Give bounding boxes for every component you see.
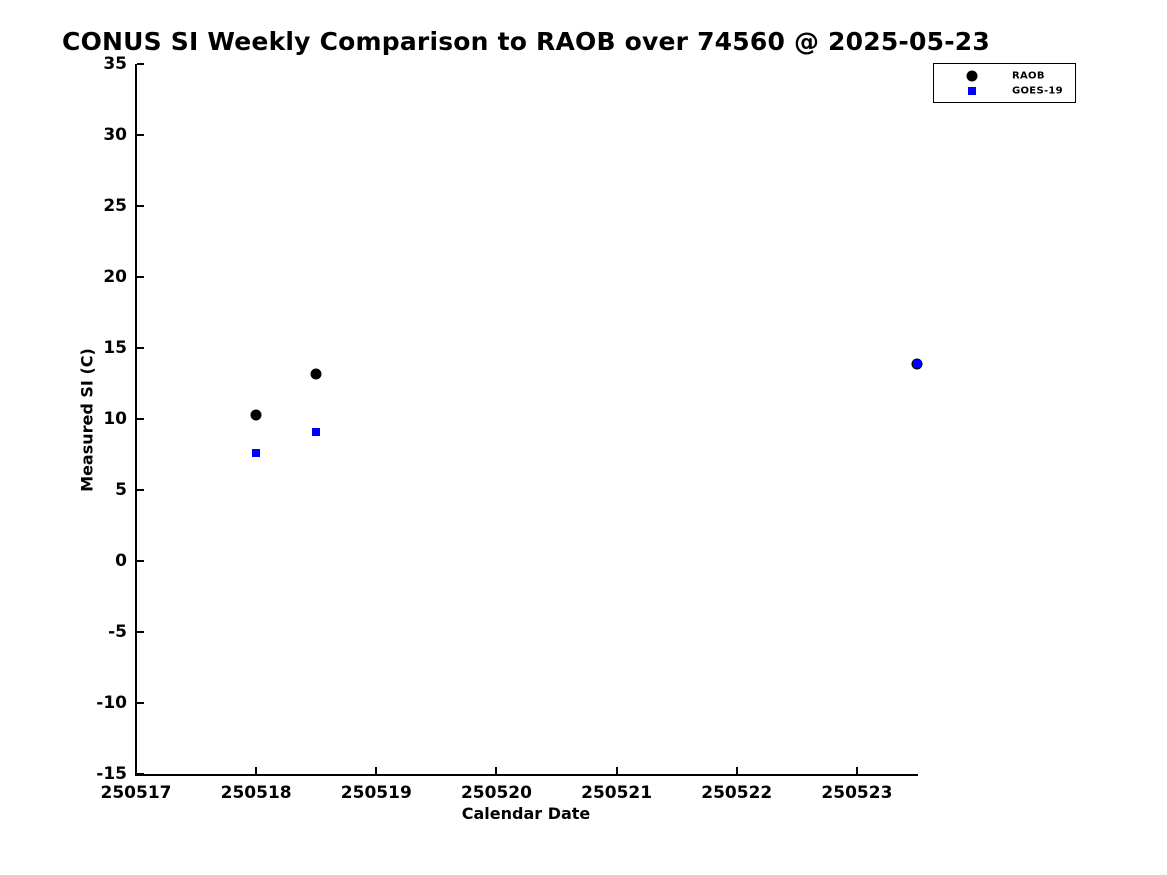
data-point-goes-19	[312, 427, 321, 436]
y-tick	[137, 773, 144, 775]
y-tick	[137, 418, 144, 420]
x-tick-label: 250522	[701, 783, 773, 803]
y-tick	[137, 205, 144, 207]
x-tick-label: 250519	[340, 783, 412, 803]
y-tick-label: -10	[96, 693, 127, 713]
y-tick-label: -15	[96, 764, 127, 784]
y-tick-label: 5	[115, 480, 127, 500]
legend-item-goes-19: GOES-19	[934, 83, 1075, 98]
y-tick-label: -5	[108, 622, 127, 642]
x-axis-line	[135, 774, 918, 776]
y-tick-label: 25	[103, 196, 127, 216]
legend-item-label: GOES-19	[1012, 85, 1063, 96]
y-tick-label: 15	[103, 338, 127, 358]
data-point-goes-19	[913, 359, 921, 368]
y-tick-label: 0	[115, 551, 127, 571]
x-tick	[615, 767, 618, 774]
x-tick	[855, 767, 858, 774]
x-tick-label: 250523	[821, 783, 893, 803]
goes-19-legend-marker-icon	[968, 86, 976, 95]
x-axis-label: Calendar Date	[461, 804, 591, 823]
y-tick	[137, 560, 144, 562]
y-tick-label: 20	[103, 267, 127, 287]
y-tick-label: 10	[103, 409, 127, 429]
x-tick-label: 250520	[460, 783, 532, 803]
data-point-goes-19	[252, 449, 261, 458]
y-axis-line	[135, 64, 137, 776]
x-tick	[375, 767, 378, 774]
legend-item-raob: RAOB	[934, 68, 1075, 83]
data-point-raob	[310, 368, 322, 380]
x-tick-label: 250521	[581, 783, 653, 803]
x-tick	[255, 767, 258, 774]
x-tick	[495, 767, 498, 774]
y-tick-label: 35	[103, 54, 127, 74]
y-tick	[137, 63, 144, 65]
legend: RAOB GOES-19	[933, 63, 1076, 103]
x-tick	[735, 767, 738, 774]
y-tick-label: 30	[103, 125, 127, 145]
raob-legend-marker-icon	[966, 70, 978, 81]
y-tick	[137, 347, 144, 349]
x-tick-label: 250518	[220, 783, 292, 803]
y-tick	[137, 134, 144, 136]
y-tick	[137, 631, 144, 633]
x-tick-label: 250517	[100, 783, 172, 803]
legend-item-label: RAOB	[1012, 70, 1045, 81]
y-tick	[137, 489, 144, 491]
chart-title: CONUS SI Weekly Comparison to RAOB over …	[62, 27, 990, 56]
y-axis-label: Measured SI (C)	[77, 348, 97, 492]
x-tick	[135, 767, 137, 774]
y-tick	[137, 276, 144, 278]
data-point-raob	[250, 409, 262, 421]
y-tick	[137, 702, 144, 704]
